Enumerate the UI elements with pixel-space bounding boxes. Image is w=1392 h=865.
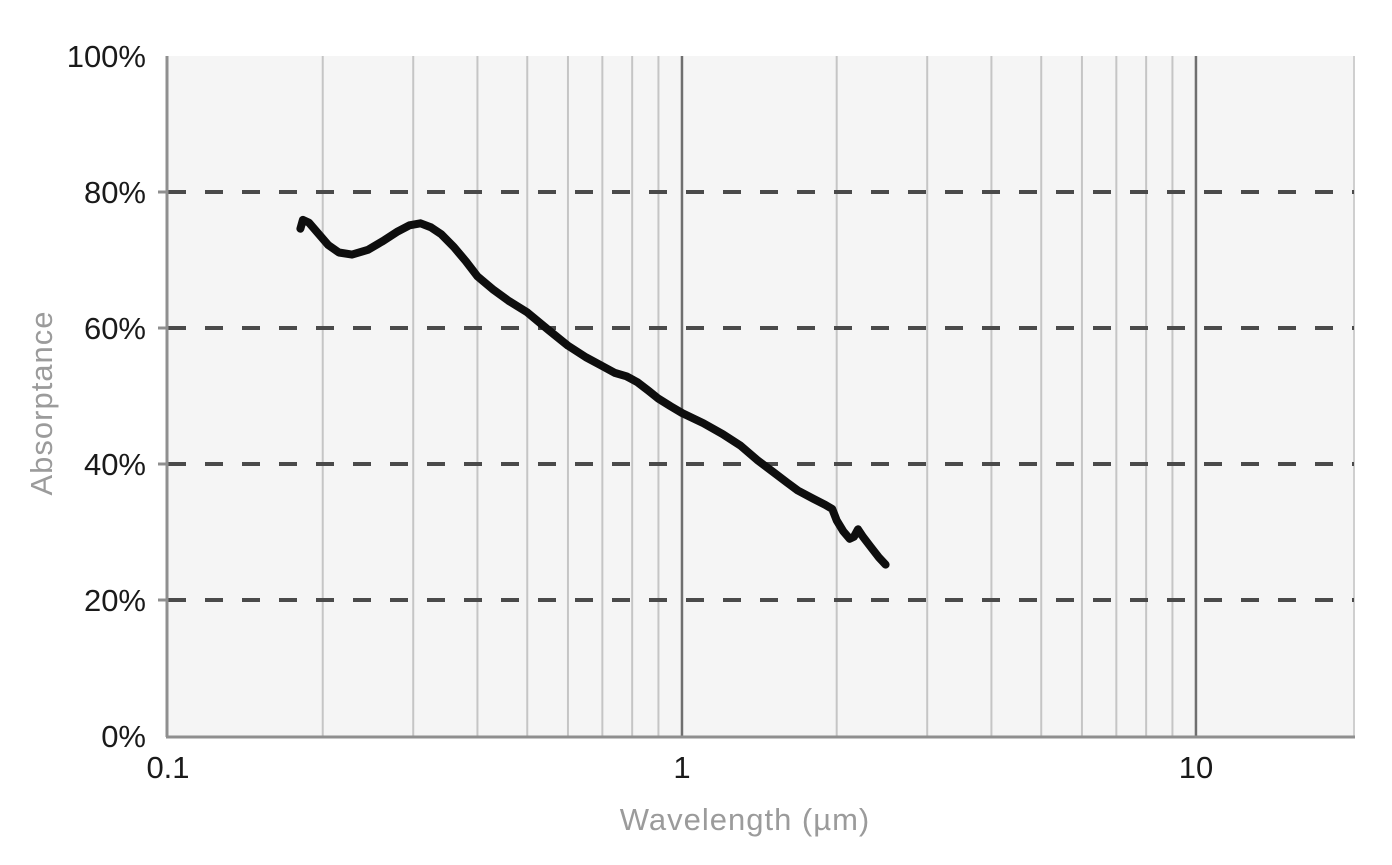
absorptance-curve — [296, 215, 890, 569]
y-tick-label: 40% — [84, 447, 146, 482]
y-tick-label: 20% — [84, 583, 146, 618]
y-tick-label: 0% — [101, 719, 146, 754]
plot-background — [168, 56, 1354, 736]
x-tick-label: 10 — [1179, 750, 1213, 785]
x-axis-title: Wavelength (µm) — [619, 802, 871, 837]
y-axis-title: Absorptance — [24, 310, 59, 496]
y-tick-label: 60% — [84, 311, 146, 346]
x-tick-label: 1 — [673, 750, 690, 785]
y-tick-label: 80% — [84, 175, 146, 210]
y-tick-label: 100% — [67, 39, 146, 74]
x-tick-label: 0.1 — [146, 750, 189, 785]
